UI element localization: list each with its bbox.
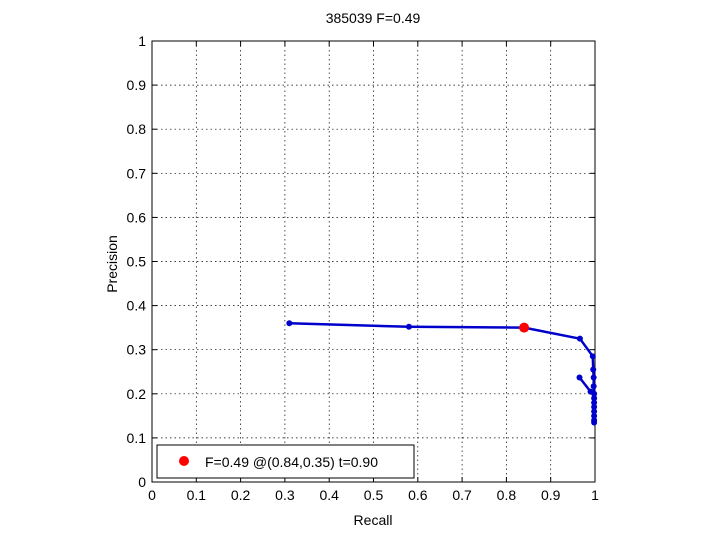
pr-curve-point xyxy=(576,374,583,381)
y-tick-label: 0.5 xyxy=(127,254,147,270)
legend-label: F=0.49 @(0.84,0.35) t=0.90 xyxy=(205,454,378,470)
highlight-layer xyxy=(519,322,530,333)
pr-curve-point xyxy=(286,320,293,327)
x-tick-label: 0.7 xyxy=(452,487,472,503)
x-tick-label: 0 xyxy=(148,487,156,503)
y-axis-label: Precision xyxy=(104,235,120,293)
x-tick-label: 0.1 xyxy=(187,487,207,503)
x-tick-label: 0.4 xyxy=(319,487,339,503)
y-tick-label: 0.7 xyxy=(127,165,147,181)
legend: F=0.49 @(0.84,0.35) t=0.90 xyxy=(156,444,415,479)
pr-curve-point xyxy=(591,404,598,411)
x-tick-label: 0.5 xyxy=(364,487,384,503)
pr-curve-point xyxy=(591,395,598,402)
y-tick-label: 0.3 xyxy=(127,342,147,358)
x-tick-label: 0.9 xyxy=(541,487,561,503)
x-tick-label: 1 xyxy=(591,487,599,503)
y-tick-label: 0.8 xyxy=(127,121,147,137)
series-layer xyxy=(286,320,598,426)
grid-layer xyxy=(152,41,595,482)
y-tick-label: 0 xyxy=(138,474,146,490)
best-f-point xyxy=(519,322,530,333)
pr-curve-point xyxy=(590,366,597,373)
pr-curve-point xyxy=(591,408,598,415)
x-tick-label: 0.6 xyxy=(408,487,428,503)
legend-box xyxy=(156,444,415,479)
pr-curve-point xyxy=(587,388,594,395)
pr-curve-point xyxy=(405,323,412,330)
x-axis-label: Recall xyxy=(354,512,393,528)
pr-curve-point xyxy=(590,383,597,390)
y-tick-label: 0.4 xyxy=(127,298,147,314)
y-tick-label: 0.2 xyxy=(127,386,147,402)
pr-curve-point xyxy=(589,353,596,360)
pr-curve-point xyxy=(591,399,598,406)
pr-curve-point xyxy=(590,374,597,381)
y-tick-label: 0.1 xyxy=(127,430,147,446)
legend-marker xyxy=(179,456,189,466)
ticks-layer: 0 0.1 0.2 0.3 0.4 0.5 0.6 0.7 0.8 0.9 1 0 0.1 0.2 0.3 0… xyxy=(127,33,600,503)
x-tick-label: 0.2 xyxy=(231,487,251,503)
chart-title: 385039 F=0.49 xyxy=(326,10,421,26)
y-tick-label: 0.6 xyxy=(127,209,147,225)
x-tick-label: 0.3 xyxy=(275,487,295,503)
x-tick-label: 0.8 xyxy=(497,487,517,503)
y-tick-label: 0.9 xyxy=(127,77,147,93)
y-tick-label: 1 xyxy=(138,33,146,49)
pr-curve-point xyxy=(591,412,598,419)
pr-curve-point xyxy=(591,419,598,426)
pr-curve-point xyxy=(576,335,583,342)
